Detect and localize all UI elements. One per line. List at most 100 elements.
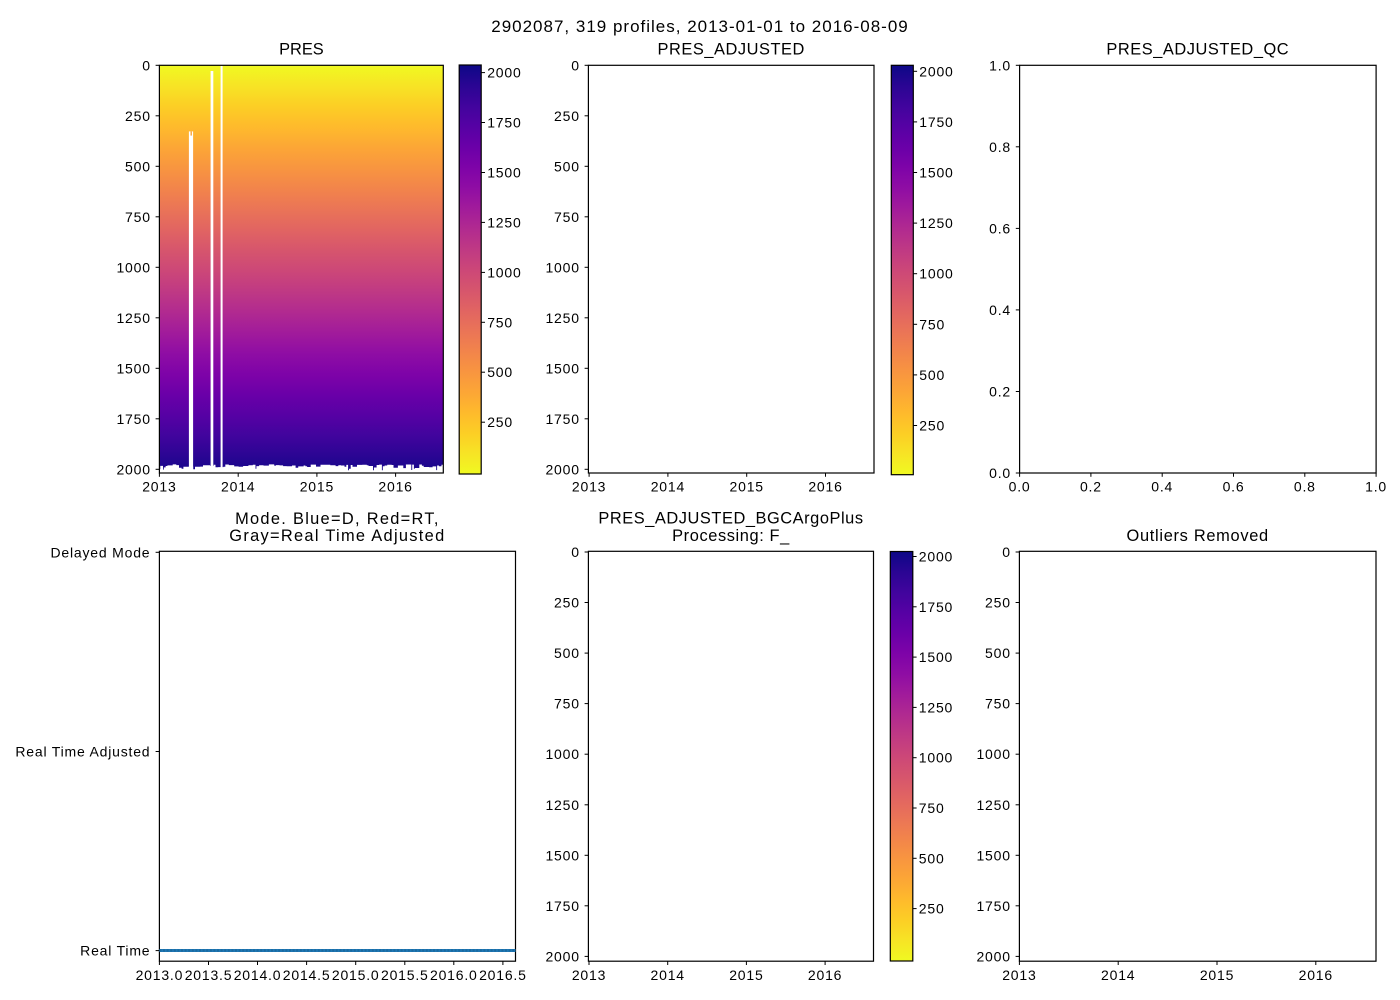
svg-text:2013: 2013 xyxy=(1002,967,1036,983)
svg-text:0: 0 xyxy=(571,57,580,73)
svg-text:1500: 1500 xyxy=(545,360,579,376)
svg-text:2013: 2013 xyxy=(572,478,606,494)
svg-text:1000: 1000 xyxy=(545,259,579,275)
svg-text:2015: 2015 xyxy=(1200,967,1234,983)
svg-text:2016.5: 2016.5 xyxy=(479,967,527,983)
svg-text:1000: 1000 xyxy=(919,750,953,766)
svg-text:250: 250 xyxy=(919,901,945,917)
svg-text:2014: 2014 xyxy=(651,478,685,494)
svg-text:1250: 1250 xyxy=(976,797,1010,813)
svg-text:250: 250 xyxy=(487,414,513,430)
svg-text:1000: 1000 xyxy=(545,746,579,762)
svg-text:500: 500 xyxy=(554,645,580,661)
svg-text:1000: 1000 xyxy=(919,266,953,282)
svg-text:1000: 1000 xyxy=(976,746,1010,762)
svg-text:Processing: F_: Processing: F_ xyxy=(672,527,790,545)
svg-text:2013.5: 2013.5 xyxy=(185,967,233,983)
svg-text:1000: 1000 xyxy=(487,264,521,280)
svg-text:250: 250 xyxy=(554,595,580,611)
svg-text:750: 750 xyxy=(125,209,151,225)
svg-text:0.0: 0.0 xyxy=(1009,478,1031,494)
svg-text:500: 500 xyxy=(487,364,513,380)
svg-text:2000: 2000 xyxy=(919,549,953,565)
svg-text:0.0: 0.0 xyxy=(989,465,1011,481)
svg-text:750: 750 xyxy=(554,209,580,225)
svg-text:2015: 2015 xyxy=(729,967,763,983)
svg-text:1250: 1250 xyxy=(545,797,579,813)
svg-text:0.8: 0.8 xyxy=(989,139,1011,155)
svg-text:1750: 1750 xyxy=(545,411,579,427)
svg-text:0: 0 xyxy=(571,544,580,560)
svg-text:Real Time Adjusted: Real Time Adjusted xyxy=(15,744,150,760)
svg-text:PRES: PRES xyxy=(279,41,324,59)
svg-text:0.2: 0.2 xyxy=(1080,478,1102,494)
svg-text:Gray=Real Time Adjusted: Gray=Real Time Adjusted xyxy=(229,527,445,545)
svg-text:1250: 1250 xyxy=(545,310,579,326)
svg-text:2015: 2015 xyxy=(730,478,764,494)
svg-text:2015.0: 2015.0 xyxy=(332,967,380,983)
svg-text:1000: 1000 xyxy=(116,259,150,275)
svg-text:1500: 1500 xyxy=(545,847,579,863)
svg-text:2014: 2014 xyxy=(1101,967,1135,983)
svg-text:2014: 2014 xyxy=(221,478,255,494)
svg-text:1750: 1750 xyxy=(487,115,521,131)
svg-text:0.4: 0.4 xyxy=(1151,478,1173,494)
svg-text:1750: 1750 xyxy=(919,599,953,615)
svg-text:2000: 2000 xyxy=(976,948,1010,964)
svg-text:2016.0: 2016.0 xyxy=(430,967,478,983)
svg-text:2000: 2000 xyxy=(487,65,521,81)
svg-text:Outliers Removed: Outliers Removed xyxy=(1127,527,1269,545)
svg-text:2000: 2000 xyxy=(919,63,953,79)
svg-text:2013: 2013 xyxy=(572,967,606,983)
svg-text:250: 250 xyxy=(554,108,580,124)
svg-text:0: 0 xyxy=(1002,544,1011,560)
svg-text:2014.5: 2014.5 xyxy=(283,967,331,983)
svg-text:1750: 1750 xyxy=(545,898,579,914)
svg-text:2013.0: 2013.0 xyxy=(136,967,184,983)
svg-text:1750: 1750 xyxy=(919,114,953,130)
svg-text:500: 500 xyxy=(125,158,151,174)
svg-text:250: 250 xyxy=(125,108,151,124)
svg-text:2015: 2015 xyxy=(300,478,334,494)
svg-text:0.6: 0.6 xyxy=(1223,478,1245,494)
svg-text:1.0: 1.0 xyxy=(989,57,1011,73)
svg-text:2016: 2016 xyxy=(808,478,842,494)
svg-text:750: 750 xyxy=(985,696,1011,712)
svg-text:2000: 2000 xyxy=(545,948,579,964)
svg-text:0.8: 0.8 xyxy=(1294,478,1316,494)
svg-text:1500: 1500 xyxy=(487,165,521,181)
svg-text:2016: 2016 xyxy=(378,478,412,494)
svg-text:PRES_ADJUSTED_BGCArgoPlus: PRES_ADJUSTED_BGCArgoPlus xyxy=(598,510,863,528)
svg-text:2014: 2014 xyxy=(651,967,685,983)
svg-text:PRES_ADJUSTED_QC: PRES_ADJUSTED_QC xyxy=(1106,41,1289,59)
svg-text:500: 500 xyxy=(554,158,580,174)
svg-text:1500: 1500 xyxy=(116,360,150,376)
svg-text:0.6: 0.6 xyxy=(989,220,1011,236)
svg-text:0.4: 0.4 xyxy=(989,302,1011,318)
svg-text:1250: 1250 xyxy=(919,215,953,231)
svg-text:1500: 1500 xyxy=(919,165,953,181)
svg-text:Real Time: Real Time xyxy=(80,943,150,959)
svg-text:500: 500 xyxy=(919,367,945,383)
svg-text:1250: 1250 xyxy=(487,214,521,230)
svg-text:1500: 1500 xyxy=(919,649,953,665)
svg-text:1750: 1750 xyxy=(116,411,150,427)
svg-text:750: 750 xyxy=(919,316,945,332)
svg-text:750: 750 xyxy=(554,696,580,712)
svg-text:1250: 1250 xyxy=(116,310,150,326)
svg-text:0.2: 0.2 xyxy=(989,384,1011,400)
svg-text:2000: 2000 xyxy=(545,461,579,477)
svg-text:2013: 2013 xyxy=(142,478,176,494)
svg-text:1250: 1250 xyxy=(919,699,953,715)
svg-text:2014.0: 2014.0 xyxy=(234,967,282,983)
svg-text:750: 750 xyxy=(919,800,945,816)
svg-text:2015.5: 2015.5 xyxy=(381,967,429,983)
svg-text:2016: 2016 xyxy=(1299,967,1333,983)
svg-text:PRES_ADJUSTED: PRES_ADJUSTED xyxy=(657,41,804,59)
svg-text:1750: 1750 xyxy=(976,898,1010,914)
svg-text:750: 750 xyxy=(487,314,513,330)
svg-text:2016: 2016 xyxy=(808,967,842,983)
svg-text:Mode. Blue=D, Red=RT,: Mode. Blue=D, Red=RT, xyxy=(235,510,440,528)
svg-text:0: 0 xyxy=(142,57,151,73)
svg-text:1.0: 1.0 xyxy=(1365,478,1387,494)
